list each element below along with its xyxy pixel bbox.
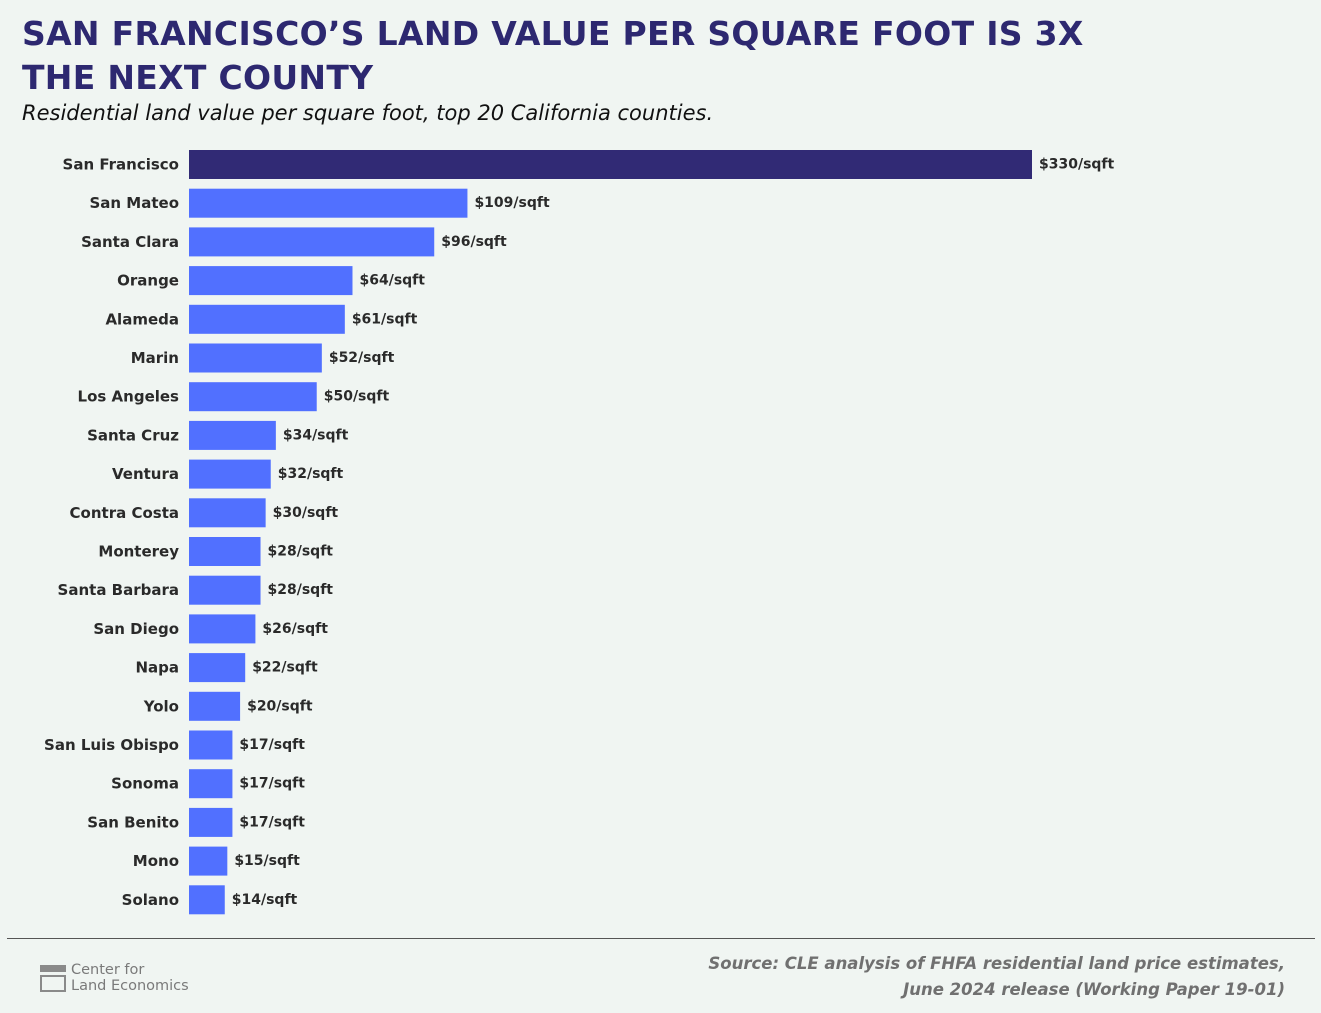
bar-marin xyxy=(189,343,322,373)
value-label-sonoma: $17/sqft xyxy=(239,776,305,792)
category-label-los-angeles: Los Angeles xyxy=(78,388,180,406)
value-label-san-benito: $17/sqft xyxy=(239,814,305,830)
bar-monterey xyxy=(189,537,261,566)
value-label-solano: $14/sqft xyxy=(232,892,298,908)
bar-santa-barbara xyxy=(189,575,261,605)
category-label-monterey: Monterey xyxy=(98,543,179,561)
bar-santa-clara xyxy=(189,227,435,257)
category-label-solano: Solano xyxy=(122,891,179,909)
value-label-los-angeles: $50/sqft xyxy=(324,389,390,405)
bar-san-mateo xyxy=(189,188,468,218)
category-label-alameda: Alameda xyxy=(105,310,179,328)
value-label-san-francisco: $330/sqft xyxy=(1039,157,1115,173)
value-label-mono: $15/sqft xyxy=(234,853,300,869)
category-label-yolo: Yolo xyxy=(143,697,179,715)
category-label-marin: Marin xyxy=(131,349,179,367)
value-label-ventura: $32/sqft xyxy=(278,466,344,482)
bar-yolo xyxy=(189,691,241,721)
bar-san-diego xyxy=(189,614,256,644)
value-label-marin: $52/sqft xyxy=(329,350,395,366)
category-label-contra-costa: Contra Costa xyxy=(70,504,179,522)
value-label-orange: $64/sqft xyxy=(359,273,425,289)
bar-solano xyxy=(189,885,225,915)
value-label-alameda: $61/sqft xyxy=(352,311,418,327)
bar-alameda xyxy=(189,304,345,334)
category-label-santa-cruz: Santa Cruz xyxy=(87,426,179,444)
bar-san-francisco xyxy=(189,150,1032,179)
bar-los-angeles xyxy=(189,382,317,412)
category-label-santa-clara: Santa Clara xyxy=(81,233,179,251)
chart-title: SAN FRANCISCO’S LAND VALUE PER SQUARE FO… xyxy=(22,14,1084,97)
category-label-sonoma: Sonoma xyxy=(111,775,179,793)
bar-santa-cruz xyxy=(189,420,276,450)
bar-mono xyxy=(189,846,228,876)
bar-sonoma xyxy=(189,769,233,799)
source-line-2: June 2024 release (Working Paper 19-01) xyxy=(903,980,1285,999)
source-note: Source: CLE analysis of FHFA residential… xyxy=(708,951,1285,1003)
chart-subtitle: Residential land value per square foot, … xyxy=(22,101,714,125)
value-label-yolo: $20/sqft xyxy=(247,698,313,714)
value-label-san-diego: $26/sqft xyxy=(262,621,328,637)
value-label-monterey: $28/sqft xyxy=(268,544,334,560)
category-label-mono: Mono xyxy=(133,852,179,870)
bar-san-luis-obispo xyxy=(189,730,233,760)
bar-ventura xyxy=(189,459,271,489)
value-label-san-luis-obispo: $17/sqft xyxy=(239,737,305,753)
category-label-san-benito: San Benito xyxy=(87,813,179,831)
value-label-santa-cruz: $34/sqft xyxy=(283,427,349,443)
value-label-san-mateo: $109/sqft xyxy=(474,195,550,211)
bar-contra-costa xyxy=(189,498,266,528)
bar-napa xyxy=(189,653,246,683)
category-label-san-diego: San Diego xyxy=(93,620,179,638)
value-label-santa-barbara: $28/sqft xyxy=(268,582,334,598)
logo-line-2: Land Economics xyxy=(71,978,189,994)
value-label-santa-clara: $96/sqft xyxy=(441,234,507,250)
bar-orange xyxy=(189,266,353,296)
logo-text: Center for Land Economics xyxy=(71,962,271,994)
value-label-contra-costa: $30/sqft xyxy=(273,505,339,521)
logo-mark-icon xyxy=(40,965,66,992)
category-label-napa: Napa xyxy=(135,659,179,677)
category-label-san-mateo: San Mateo xyxy=(89,194,179,212)
category-label-orange: Orange xyxy=(117,272,179,290)
bar-chart: San Francisco $330/sqft San Mateo $109/sqft… xyxy=(44,150,1115,915)
category-label-san-luis-obispo: San Luis Obispo xyxy=(44,736,179,754)
value-label-napa: $22/sqft xyxy=(252,660,318,676)
logo-line-1: Center for xyxy=(71,962,145,978)
category-label-san-francisco: San Francisco xyxy=(63,156,179,174)
category-label-ventura: Ventura xyxy=(112,465,179,483)
bar-san-benito xyxy=(189,807,233,837)
footer-divider xyxy=(7,938,1315,939)
category-label-santa-barbara: Santa Barbara xyxy=(58,581,179,599)
source-line-1: Source: CLE analysis of FHFA residential… xyxy=(708,954,1285,973)
